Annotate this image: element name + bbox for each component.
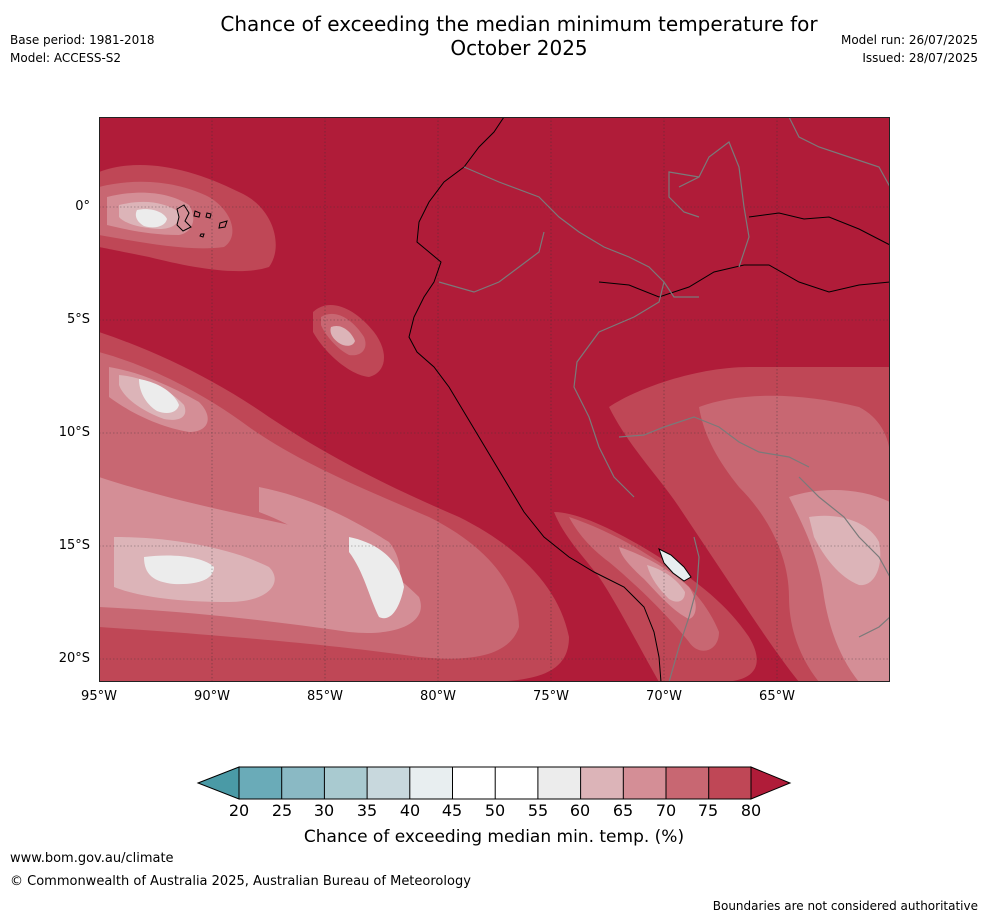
graticule xyxy=(99,117,890,682)
river-upper xyxy=(748,212,890,246)
colorbar-bin-50-55 xyxy=(495,767,538,799)
footer-copyright: © Commonwealth of Australia 2025, Austra… xyxy=(10,874,471,889)
colorbar-tick-25: 25 xyxy=(271,801,293,820)
colorbar-tick-70: 70 xyxy=(655,801,677,820)
map-border xyxy=(99,117,890,682)
colorbar-bin-75-80 xyxy=(708,767,751,799)
southwest-anomaly-band xyxy=(99,332,569,682)
colorbar-bin-25-30 xyxy=(281,767,325,799)
map-title: Chance of exceeding the median minimum t… xyxy=(194,12,844,60)
lat-label-10s: 10°S xyxy=(58,425,90,440)
colorbar-extend-high xyxy=(750,766,792,800)
colorbar-tick-80: 80 xyxy=(740,801,762,820)
colorbar-bin-45-50 xyxy=(452,767,496,799)
colorbar-bin-55-60 xyxy=(537,767,581,799)
galapagos-islands xyxy=(176,204,228,238)
probability-map xyxy=(99,117,890,682)
title-line-1: Chance of exceeding the median minimum t… xyxy=(220,12,818,36)
colorbar-tick-50: 50 xyxy=(484,801,506,820)
metadata-left: Base period: 1981-2018 Model: ACCESS-S2 xyxy=(10,31,155,67)
lake-titicaca xyxy=(658,547,692,582)
title-line-2: October 2025 xyxy=(450,36,588,60)
colorbar-tick-55: 55 xyxy=(527,801,549,820)
lat-label-5s: 5°S xyxy=(66,312,90,327)
footer-url: www.bom.gov.au/climate xyxy=(10,851,174,866)
colorbar-bin-20-25 xyxy=(239,767,282,799)
model-run-date: Model run: 26/07/2025 xyxy=(840,33,978,47)
colorbar-bin-65-70 xyxy=(623,767,666,799)
colorbar-tick-35: 35 xyxy=(356,801,378,820)
colorbar xyxy=(196,766,792,800)
issued-date: Issued: 28/07/2025 xyxy=(862,51,978,65)
colorbar-bin-70-75 xyxy=(666,767,709,799)
lat-label-0: 0° xyxy=(75,199,90,214)
lon-label-65w: 65°W xyxy=(759,689,795,704)
footer-disclaimer: Boundaries are not considered authoritat… xyxy=(712,899,978,913)
model-name: Model: ACCESS-S2 xyxy=(10,51,122,65)
colorbar-tick-65: 65 xyxy=(612,801,634,820)
lon-label-95w: 95°W xyxy=(81,689,117,704)
colorbar-tick-30: 30 xyxy=(313,801,335,820)
lon-label-85w: 85°W xyxy=(307,689,343,704)
lon-label-70w: 70°W xyxy=(646,689,682,704)
lat-label-20s: 20°S xyxy=(58,651,90,666)
eastern-anomaly xyxy=(609,367,890,682)
colorbar-dividers xyxy=(238,766,752,800)
metadata-right: Model run: 26/07/2025 Issued: 28/07/2025 xyxy=(841,31,978,67)
lon-label-80w: 80°W xyxy=(420,689,456,704)
coastline xyxy=(408,117,662,682)
colorbar-bin-30-35 xyxy=(324,767,368,799)
colorbar-tick-75: 75 xyxy=(697,801,719,820)
colorbar-tick-20: 20 xyxy=(228,801,250,820)
central-blob xyxy=(313,304,385,377)
colorbar-bin-40-45 xyxy=(409,767,453,799)
lon-label-90w: 90°W xyxy=(194,689,230,704)
southern-peru-anomaly xyxy=(554,512,757,682)
colorbar-tick-60: 60 xyxy=(569,801,591,820)
amazon-river xyxy=(598,264,890,298)
country-borders xyxy=(438,117,890,682)
colorbar-bin-35-40 xyxy=(367,767,410,799)
colorbar-extend-low xyxy=(196,766,240,800)
galapagos-anomaly xyxy=(99,164,276,272)
colorbar-label: Chance of exceeding median min. temp. (%… xyxy=(303,827,685,847)
colorbar-tick-40: 40 xyxy=(399,801,421,820)
base-period: Base period: 1981-2018 xyxy=(10,33,155,47)
lat-label-15s: 15°S xyxy=(58,538,90,553)
colorbar-tick-45: 45 xyxy=(441,801,463,820)
lon-label-75w: 75°W xyxy=(533,689,569,704)
colorbar-bin-60-65 xyxy=(580,767,624,799)
